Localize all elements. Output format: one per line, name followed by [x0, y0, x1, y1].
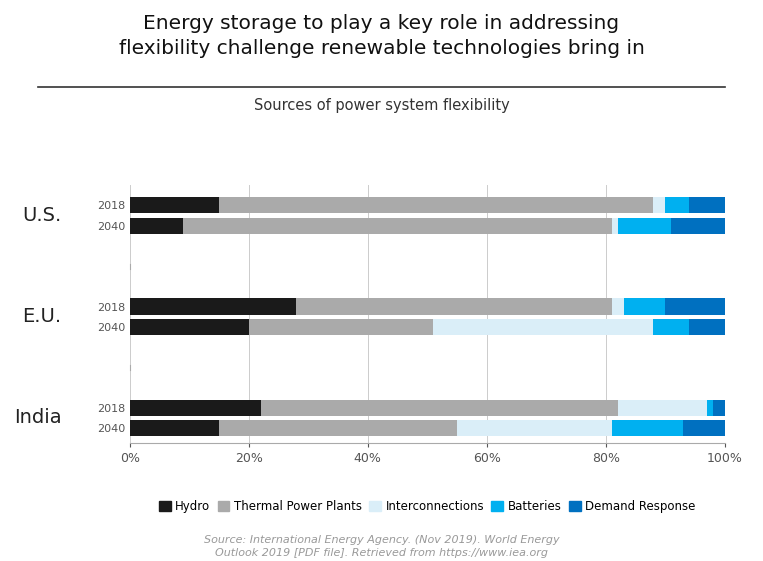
Bar [618, 399, 707, 416]
Bar [689, 319, 725, 335]
Bar [653, 319, 689, 335]
Text: Energy storage to play a key role in addressing
flexibility challenge renewable : Energy storage to play a key role in add… [118, 14, 645, 58]
Bar [219, 197, 653, 214]
Bar [671, 218, 725, 234]
Text: U.S.: U.S. [22, 206, 61, 225]
Bar [249, 319, 433, 335]
Bar [261, 399, 618, 416]
Bar [623, 298, 665, 315]
Bar [219, 420, 457, 436]
Bar [457, 420, 612, 436]
Bar [653, 197, 665, 214]
Legend: Hydro, Thermal Power Plants, Interconnections, Batteries, Demand Response: Hydro, Thermal Power Plants, Interconnec… [154, 495, 700, 518]
Text: E.U.: E.U. [22, 307, 61, 326]
Bar [612, 420, 683, 436]
Bar [665, 197, 689, 214]
Bar [130, 218, 183, 234]
Bar [130, 298, 296, 315]
Bar [183, 218, 612, 234]
Bar [707, 399, 713, 416]
Bar [130, 399, 261, 416]
Text: Sources of power system flexibility: Sources of power system flexibility [253, 98, 510, 113]
Text: India: India [14, 408, 61, 427]
Bar [433, 319, 653, 335]
Bar [130, 197, 219, 214]
Bar [296, 298, 612, 315]
Bar [612, 218, 618, 234]
Bar [713, 399, 725, 416]
Text: Source: International Energy Agency. (Nov 2019). World Energy
Outlook 2019 [PDF : Source: International Energy Agency. (No… [204, 535, 559, 558]
Bar [683, 420, 725, 436]
Bar [665, 298, 725, 315]
Bar [689, 197, 725, 214]
Bar [130, 420, 219, 436]
Bar [612, 298, 623, 315]
Bar [618, 218, 671, 234]
Bar [130, 319, 249, 335]
